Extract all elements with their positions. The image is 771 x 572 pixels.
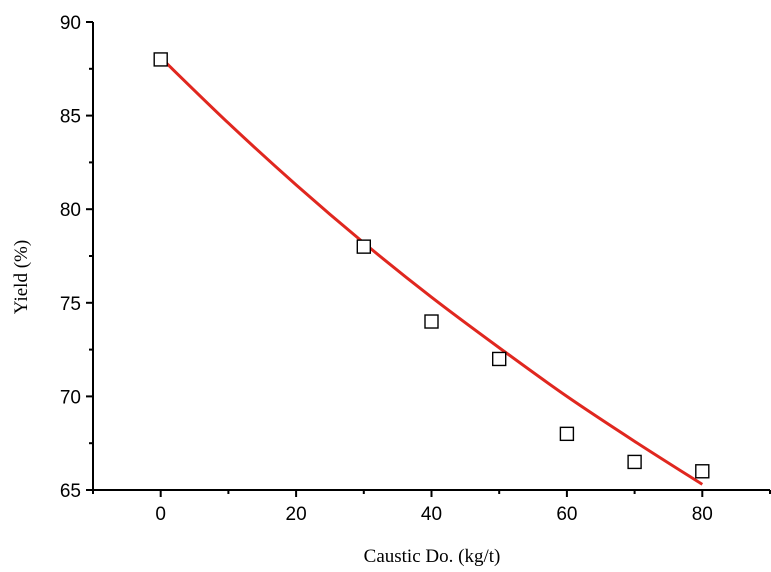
data-point-marker [153, 52, 168, 67]
data-point-marker [424, 314, 439, 329]
y-tick-label: 70 [60, 387, 81, 408]
ticks: 65 70 75 80 85 90 0 20 40 60 80 [60, 13, 771, 525]
data-point-marker [695, 464, 710, 479]
x-axis-title: Caustic Do. (kg/t) [364, 546, 501, 567]
x-tick-label: 20 [286, 504, 307, 525]
y-tick-label: 80 [60, 200, 81, 221]
y-axis-title: Yield (%) [11, 240, 32, 314]
y-tick-label: 90 [60, 13, 81, 34]
x-tick-label: 60 [556, 504, 577, 525]
axes [92, 22, 770, 491]
data-point-marker [559, 426, 575, 442]
y-tick-label: 75 [60, 294, 81, 315]
data-point-marker [492, 351, 507, 367]
plot-area [153, 52, 710, 486]
x-tick-label: 0 [155, 504, 166, 525]
data-point-marker [356, 239, 371, 254]
x-tick-label: 80 [692, 504, 713, 525]
y-tick-label: 85 [60, 107, 81, 128]
y-tick-label: 65 [60, 481, 81, 502]
fit-curve [159, 56, 704, 486]
data-point-marker [627, 454, 642, 470]
x-tick-label: 40 [421, 504, 442, 525]
